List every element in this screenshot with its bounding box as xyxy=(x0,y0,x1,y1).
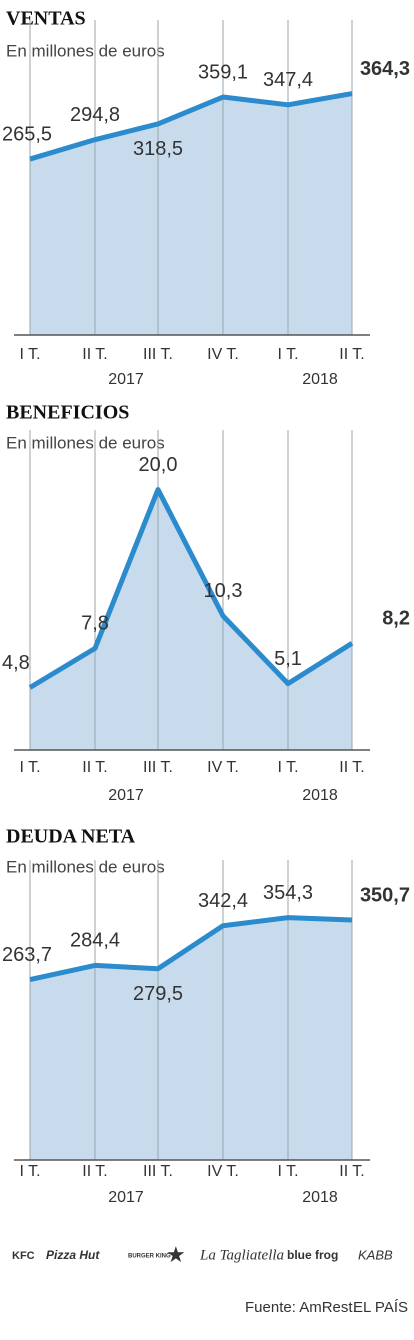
value-label: 8,2 xyxy=(382,607,410,629)
year-label: 2017 xyxy=(108,1189,144,1206)
value-label: 347,4 xyxy=(263,69,313,91)
brand-logo: La Tagliatella xyxy=(199,1247,284,1263)
value-label: 318,5 xyxy=(133,138,183,160)
value-label: 4,8 xyxy=(2,652,30,674)
x-tick-label: I T. xyxy=(277,1163,298,1180)
brand-logo: KFC xyxy=(12,1250,35,1262)
value-label: 354,3 xyxy=(263,882,313,904)
x-tick-label: II T. xyxy=(82,346,108,363)
value-label: 20,0 xyxy=(139,454,178,476)
source: Fuente: AmRest. xyxy=(245,1299,357,1316)
value-label: 342,4 xyxy=(198,890,248,912)
year-label: 2017 xyxy=(108,787,144,804)
chart-subtitle: En millones de euros xyxy=(6,857,165,876)
value-label: 350,7 xyxy=(360,884,410,906)
x-tick-label: I T. xyxy=(19,346,40,363)
value-label: 279,5 xyxy=(133,983,183,1005)
line xyxy=(29,915,353,983)
x-tick-label: II T. xyxy=(339,759,365,776)
x-tick-label: I T. xyxy=(19,759,40,776)
value-label: 5,1 xyxy=(274,648,302,670)
area xyxy=(30,489,352,750)
x-tick-label: II T. xyxy=(339,346,365,363)
value-label: 364,3 xyxy=(360,58,410,80)
x-tick-label: IV T. xyxy=(207,346,239,363)
area xyxy=(30,917,352,1160)
x-tick-label: II T. xyxy=(339,1163,365,1180)
value-label: 359,1 xyxy=(198,61,248,83)
chart-title: VENTAS xyxy=(6,8,86,30)
brand-logo: blue frog xyxy=(287,1248,338,1262)
chart-subtitle: En millones de euros xyxy=(6,433,165,452)
x-tick-label: IV T. xyxy=(207,759,239,776)
x-tick-label: II T. xyxy=(82,1163,108,1180)
line xyxy=(29,91,353,162)
x-tick-label: I T. xyxy=(277,346,298,363)
x-tick-label: III T. xyxy=(143,346,173,363)
brand-logo: BURGER KING xyxy=(128,1254,171,1260)
brand-logo: ★ xyxy=(166,1242,186,1267)
year-label: 2017 xyxy=(108,371,144,388)
brand-logo: Pizza Hut xyxy=(46,1248,100,1262)
value-label: 7,8 xyxy=(81,613,109,635)
value-label: 294,8 xyxy=(70,104,120,126)
x-tick-label: IV T. xyxy=(207,1163,239,1180)
x-tick-label: III T. xyxy=(143,759,173,776)
x-tick-label: I T. xyxy=(277,759,298,776)
x-tick-label: III T. xyxy=(143,1163,173,1180)
value-label: 10,3 xyxy=(204,580,243,602)
year-label: 2018 xyxy=(302,787,338,804)
value-label: 265,5 xyxy=(2,123,52,145)
value-label: 284,4 xyxy=(70,930,120,952)
x-tick-label: II T. xyxy=(82,759,108,776)
chart-subtitle: En millones de euros xyxy=(6,41,165,60)
x-tick-label: I T. xyxy=(19,1163,40,1180)
value-label: 263,7 xyxy=(2,944,52,966)
year-label: 2018 xyxy=(302,1189,338,1206)
chart-title: BENEFICIOS xyxy=(6,402,129,424)
chart-title: DEUDA NETA xyxy=(6,826,136,848)
brand-logo: KABB xyxy=(358,1247,393,1262)
line xyxy=(28,487,354,690)
year-label: 2018 xyxy=(302,371,338,388)
publisher: EL PAÍS xyxy=(353,1299,408,1316)
area xyxy=(30,93,352,336)
